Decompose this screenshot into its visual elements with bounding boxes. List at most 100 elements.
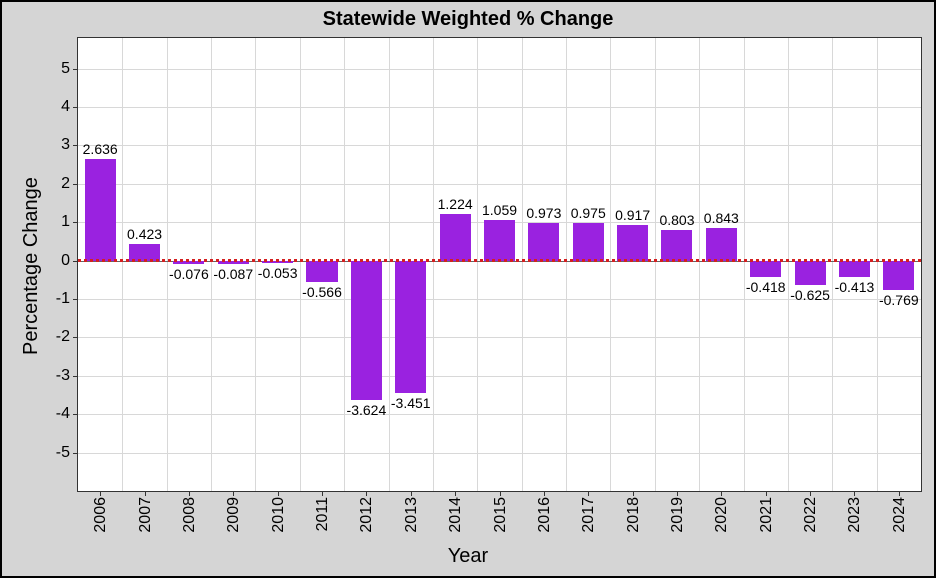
x-tick-mark [500, 491, 501, 496]
bar [795, 261, 826, 285]
x-tick-mark [721, 491, 722, 496]
chart-frame: Statewide Weighted % Change Percentage C… [0, 0, 936, 578]
bar [573, 223, 604, 260]
bar [750, 261, 781, 277]
grid-line-v [300, 38, 301, 491]
y-tick-label: 2 [61, 175, 70, 193]
y-tick-mark [73, 376, 78, 377]
x-tick-label: 2014 [447, 497, 465, 533]
x-tick-mark [189, 491, 190, 496]
bar-value-label: -3.624 [347, 402, 387, 418]
bar-value-label: 0.973 [526, 205, 561, 221]
grid-line-v [522, 38, 523, 491]
x-tick-label: 2011 [314, 497, 332, 531]
grid-line-h [78, 337, 921, 338]
bar-value-label: 1.224 [438, 196, 473, 212]
grid-line-h [78, 184, 921, 185]
x-axis-title: Year [448, 545, 488, 568]
x-tick-mark [100, 491, 101, 496]
y-tick-mark [73, 414, 78, 415]
y-tick-label: 4 [61, 98, 70, 116]
y-tick-mark [73, 145, 78, 146]
bar-value-label: -0.087 [213, 266, 253, 282]
bar [484, 220, 515, 261]
bar-value-label: 2.636 [83, 141, 118, 157]
x-tick-label: 2023 [846, 497, 864, 533]
y-tick-label: 5 [61, 60, 70, 78]
grid-line-v [344, 38, 345, 491]
y-tick-mark [73, 69, 78, 70]
y-tick-label: -1 [56, 290, 70, 308]
grid-line-h [78, 414, 921, 415]
x-tick-mark [766, 491, 767, 496]
bar-value-label: -0.418 [746, 279, 786, 295]
y-tick-label: -2 [56, 328, 70, 346]
bar [883, 261, 914, 291]
grid-line-v [877, 38, 878, 491]
x-tick-label: 2009 [225, 497, 243, 533]
bar-value-label: -0.413 [835, 279, 875, 295]
x-tick-label: 2019 [669, 497, 687, 533]
x-tick-label: 2006 [92, 497, 110, 533]
bar [661, 230, 692, 261]
y-tick-mark [73, 453, 78, 454]
y-tick-label: 3 [61, 136, 70, 154]
grid-line-v [566, 38, 567, 491]
y-tick-mark [73, 299, 78, 300]
x-tick-mark [455, 491, 456, 496]
x-tick-label: 2020 [713, 497, 731, 533]
x-tick-label: 2021 [758, 497, 776, 533]
bar-value-label: -0.769 [879, 292, 919, 308]
grid-line-v [788, 38, 789, 491]
bar-value-label: -0.625 [790, 287, 830, 303]
x-tick-label: 2015 [492, 497, 510, 533]
bar [440, 214, 471, 261]
x-tick-mark [322, 491, 323, 496]
grid-line-v [389, 38, 390, 491]
grid-line-h [78, 69, 921, 70]
x-tick-mark [854, 491, 855, 496]
chart-title: Statewide Weighted % Change [323, 8, 614, 31]
grid-line-v [699, 38, 700, 491]
plot-panel: -5-4-3-2-1012345200620072008200920102011… [77, 37, 922, 492]
x-tick-label: 2010 [270, 497, 288, 533]
grid-line-v [122, 38, 123, 491]
bar [85, 159, 116, 260]
grid-line-v [211, 38, 212, 491]
grid-line-v [255, 38, 256, 491]
x-tick-label: 2013 [403, 497, 421, 533]
y-tick-label: -5 [56, 444, 70, 462]
y-tick-label: 1 [61, 213, 70, 231]
x-tick-label: 2012 [358, 497, 376, 533]
x-tick-label: 2022 [802, 497, 820, 533]
x-tick-mark [544, 491, 545, 496]
grid-line-v [610, 38, 611, 491]
x-tick-label: 2024 [891, 497, 909, 533]
x-tick-mark [633, 491, 634, 496]
grid-line-h [78, 376, 921, 377]
x-tick-mark [677, 491, 678, 496]
x-tick-label: 2018 [625, 497, 643, 533]
bar-value-label: -3.451 [391, 395, 431, 411]
grid-line-v [477, 38, 478, 491]
y-tick-label: -3 [56, 367, 70, 385]
x-tick-mark [899, 491, 900, 496]
y-axis-title: Percentage Change [20, 177, 43, 355]
bar [351, 261, 382, 400]
grid-line-v [655, 38, 656, 491]
y-tick-label: 0 [61, 252, 70, 270]
bar [706, 228, 737, 260]
x-tick-mark [145, 491, 146, 496]
y-tick-mark [73, 222, 78, 223]
bar-value-label: 0.423 [127, 226, 162, 242]
x-tick-label: 2007 [137, 497, 155, 533]
x-tick-label: 2017 [580, 497, 598, 533]
y-tick-mark [73, 107, 78, 108]
bar [528, 223, 559, 260]
x-tick-mark [411, 491, 412, 496]
x-tick-mark [588, 491, 589, 496]
grid-line-h [78, 107, 921, 108]
x-tick-mark [810, 491, 811, 496]
y-tick-mark [73, 184, 78, 185]
x-tick-mark [278, 491, 279, 496]
